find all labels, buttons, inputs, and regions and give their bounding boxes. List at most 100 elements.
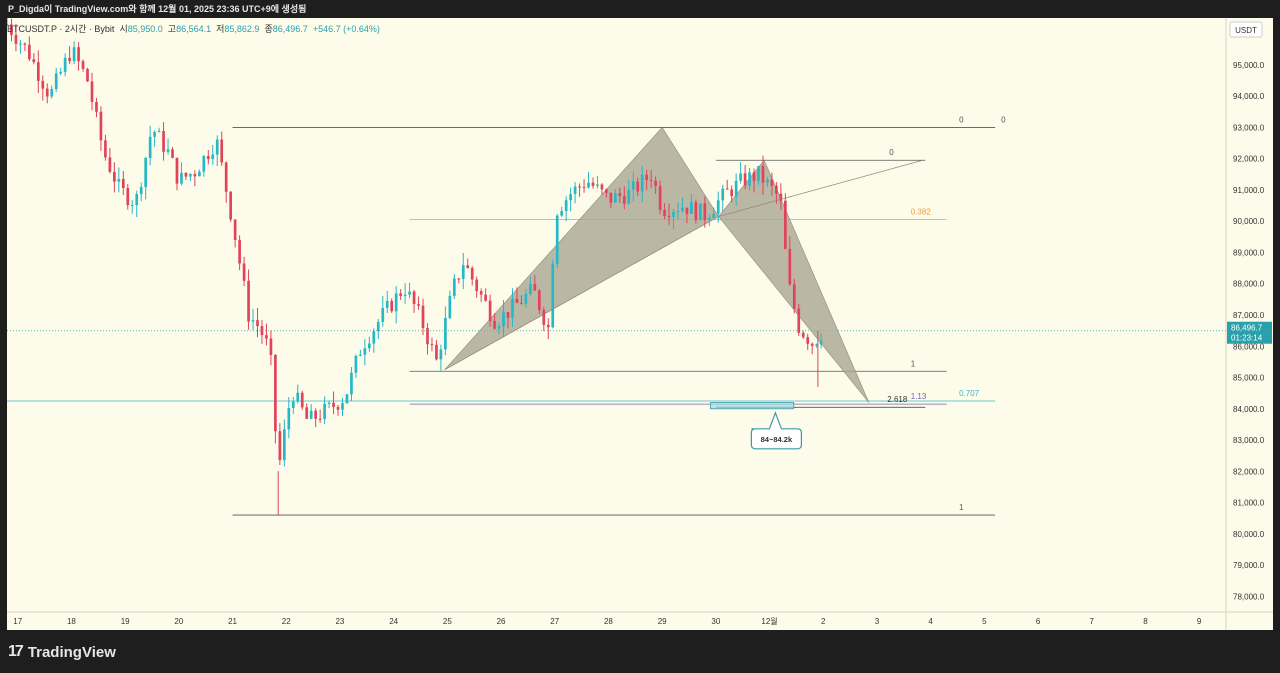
x-tick-label: 30 [711, 617, 720, 626]
candle-body [394, 293, 398, 312]
candle-body [676, 211, 680, 213]
candle-body [658, 186, 662, 210]
candle-body [77, 47, 80, 62]
candle-body [511, 298, 514, 318]
x-tick-label: 21 [228, 617, 237, 626]
candle-body [448, 295, 452, 318]
candle-body [430, 344, 434, 346]
candle-body [707, 217, 711, 220]
candle-body [341, 403, 344, 410]
candle-body [256, 320, 259, 327]
chart-frame[interactable]: 78,000.0 79,000.0 80,000.0 81,000.0 82,000.0… [7, 18, 1273, 630]
candle-body [113, 171, 116, 182]
candle-body [560, 211, 564, 216]
candle-body [739, 173, 742, 181]
candle-body [117, 178, 121, 182]
level-label2-fib-0-top: 0 [1001, 115, 1006, 124]
candle-body [220, 139, 224, 163]
candle-body [667, 216, 671, 218]
ticker-open: 85,950.0 [127, 24, 163, 34]
target-callout [750, 411, 802, 450]
x-tick-label: 22 [282, 617, 291, 626]
last-price-value: 86,496.7 [1231, 324, 1263, 333]
candle-body [296, 392, 300, 402]
candle-body [354, 355, 358, 373]
candle-body [130, 204, 134, 206]
candle-body [171, 149, 174, 158]
candle-body [721, 188, 725, 201]
x-tick-label: 20 [174, 617, 183, 626]
candle-body [533, 284, 537, 291]
candle-body [251, 320, 255, 322]
candle-body [59, 71, 63, 74]
y-tick-label: 84,000.0 [1233, 405, 1265, 414]
candle-body [238, 239, 241, 264]
ticker-close: 86,496.7 [272, 24, 308, 34]
candle-body [108, 157, 112, 172]
candle-body [32, 59, 36, 63]
candle-body [685, 207, 689, 214]
candle-body [403, 294, 407, 296]
currency-label: USDT [1235, 26, 1257, 35]
candle-body [99, 111, 103, 141]
candle-body [654, 180, 657, 187]
candle-body [551, 263, 555, 328]
candle-body [318, 418, 322, 420]
candle-body [95, 101, 98, 112]
y-tick-label: 92,000.0 [1233, 155, 1265, 164]
candle-body [690, 202, 693, 214]
candle-body [801, 332, 805, 338]
ticker-low: 85,862.9 [224, 24, 260, 34]
candle-body [645, 174, 649, 181]
candle-body [144, 157, 148, 187]
price-chart[interactable]: 78,000.0 79,000.0 80,000.0 81,000.0 82,000.0… [7, 18, 1273, 630]
candle-body [19, 43, 22, 45]
candle-body [278, 431, 282, 461]
candle-body [725, 188, 729, 190]
tradingview-logo[interactable]: 17 TradingView [8, 643, 116, 661]
candle-body [184, 172, 188, 177]
candle-body [224, 162, 228, 192]
candle-body [135, 194, 139, 205]
level-label-fib-0-mid: 0 [889, 148, 894, 157]
y-tick-label: 94,000.0 [1233, 92, 1265, 101]
candle-body [730, 189, 734, 197]
y-tick-label: 89,000.0 [1233, 248, 1265, 257]
candle-body [426, 328, 429, 345]
candle-body [546, 324, 550, 328]
candle-body [104, 140, 107, 158]
candle-body [175, 157, 179, 184]
candle-body [439, 349, 443, 360]
candle-body [573, 186, 577, 195]
candle-body [605, 189, 608, 193]
last-price-tag [1227, 321, 1272, 344]
candle-body [305, 407, 309, 419]
candle-body [479, 291, 483, 295]
candle-body [287, 408, 291, 430]
candle-body [45, 88, 49, 97]
candle-body [291, 401, 295, 409]
candle-body [734, 180, 738, 197]
ticker-close-label: 종 [264, 24, 273, 34]
candle-body [28, 44, 31, 60]
candle-body [206, 155, 210, 160]
currency-box [1229, 21, 1263, 38]
last-price-countdown: 01:23:14 [1231, 334, 1263, 343]
candle-body [627, 189, 631, 204]
pattern-bd-extension [718, 159, 923, 217]
candle-body [784, 200, 787, 249]
y-tick-label: 90,000.0 [1233, 217, 1265, 226]
candle-body [564, 200, 568, 212]
candle-body [502, 311, 505, 327]
candle-body [582, 186, 586, 188]
y-tick-label: 95,000.0 [1233, 61, 1265, 70]
candle-body [506, 311, 510, 318]
candle-body [63, 57, 67, 72]
x-tick-label: 4 [928, 617, 933, 626]
candle-body [372, 331, 376, 344]
candle-body [381, 307, 385, 322]
candle-body [23, 43, 27, 45]
candle-body [452, 278, 456, 296]
candle-body [775, 185, 778, 194]
ticker-high: 86,564.1 [176, 24, 212, 34]
